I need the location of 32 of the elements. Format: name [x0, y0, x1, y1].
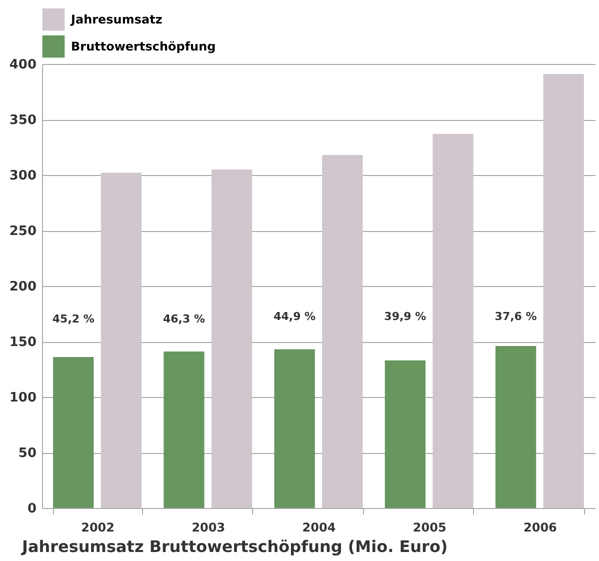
x-tick-label: 2006	[523, 520, 557, 534]
x-tick-label: 2005	[412, 520, 446, 534]
legend-label: Bruttowertschöpfung	[71, 40, 216, 54]
y-tick-label: 200	[9, 280, 36, 294]
text: Jahresumsatz Bruttowertschöpfung (Mio. Euro)	[21, 537, 448, 556]
bar	[100, 172, 142, 508]
y-tick-label: 350	[9, 113, 36, 128]
bar	[495, 346, 536, 508]
y-tick-label: 50	[18, 446, 36, 461]
y-tick-label: 250	[9, 224, 36, 239]
bar	[384, 360, 426, 508]
bar	[543, 74, 584, 508]
annotation: 44,9 %	[274, 310, 316, 324]
y-tick-label: 0	[27, 502, 36, 516]
x-tick-label: 2004	[302, 520, 336, 534]
annotation: 46,3 %	[162, 312, 205, 326]
bar	[432, 134, 474, 508]
y-tick-label: 400	[9, 58, 36, 72]
y-tick-label: 150	[9, 335, 36, 350]
bar	[322, 155, 363, 508]
annotation: 37,6 %	[494, 310, 537, 324]
bar	[53, 357, 94, 508]
x-tick-label: 2002	[81, 520, 115, 534]
legend-label: Jahresumsatz	[70, 12, 162, 26]
bar	[274, 349, 315, 508]
annotation: 39,9 %	[384, 310, 426, 324]
y-tick-label: 100	[9, 390, 36, 406]
y-tick-label: 300	[9, 168, 36, 184]
x-tick-label: 2003	[192, 520, 226, 534]
annotation: 45,2 %	[52, 312, 94, 326]
bar	[164, 351, 204, 508]
bar	[211, 169, 252, 508]
